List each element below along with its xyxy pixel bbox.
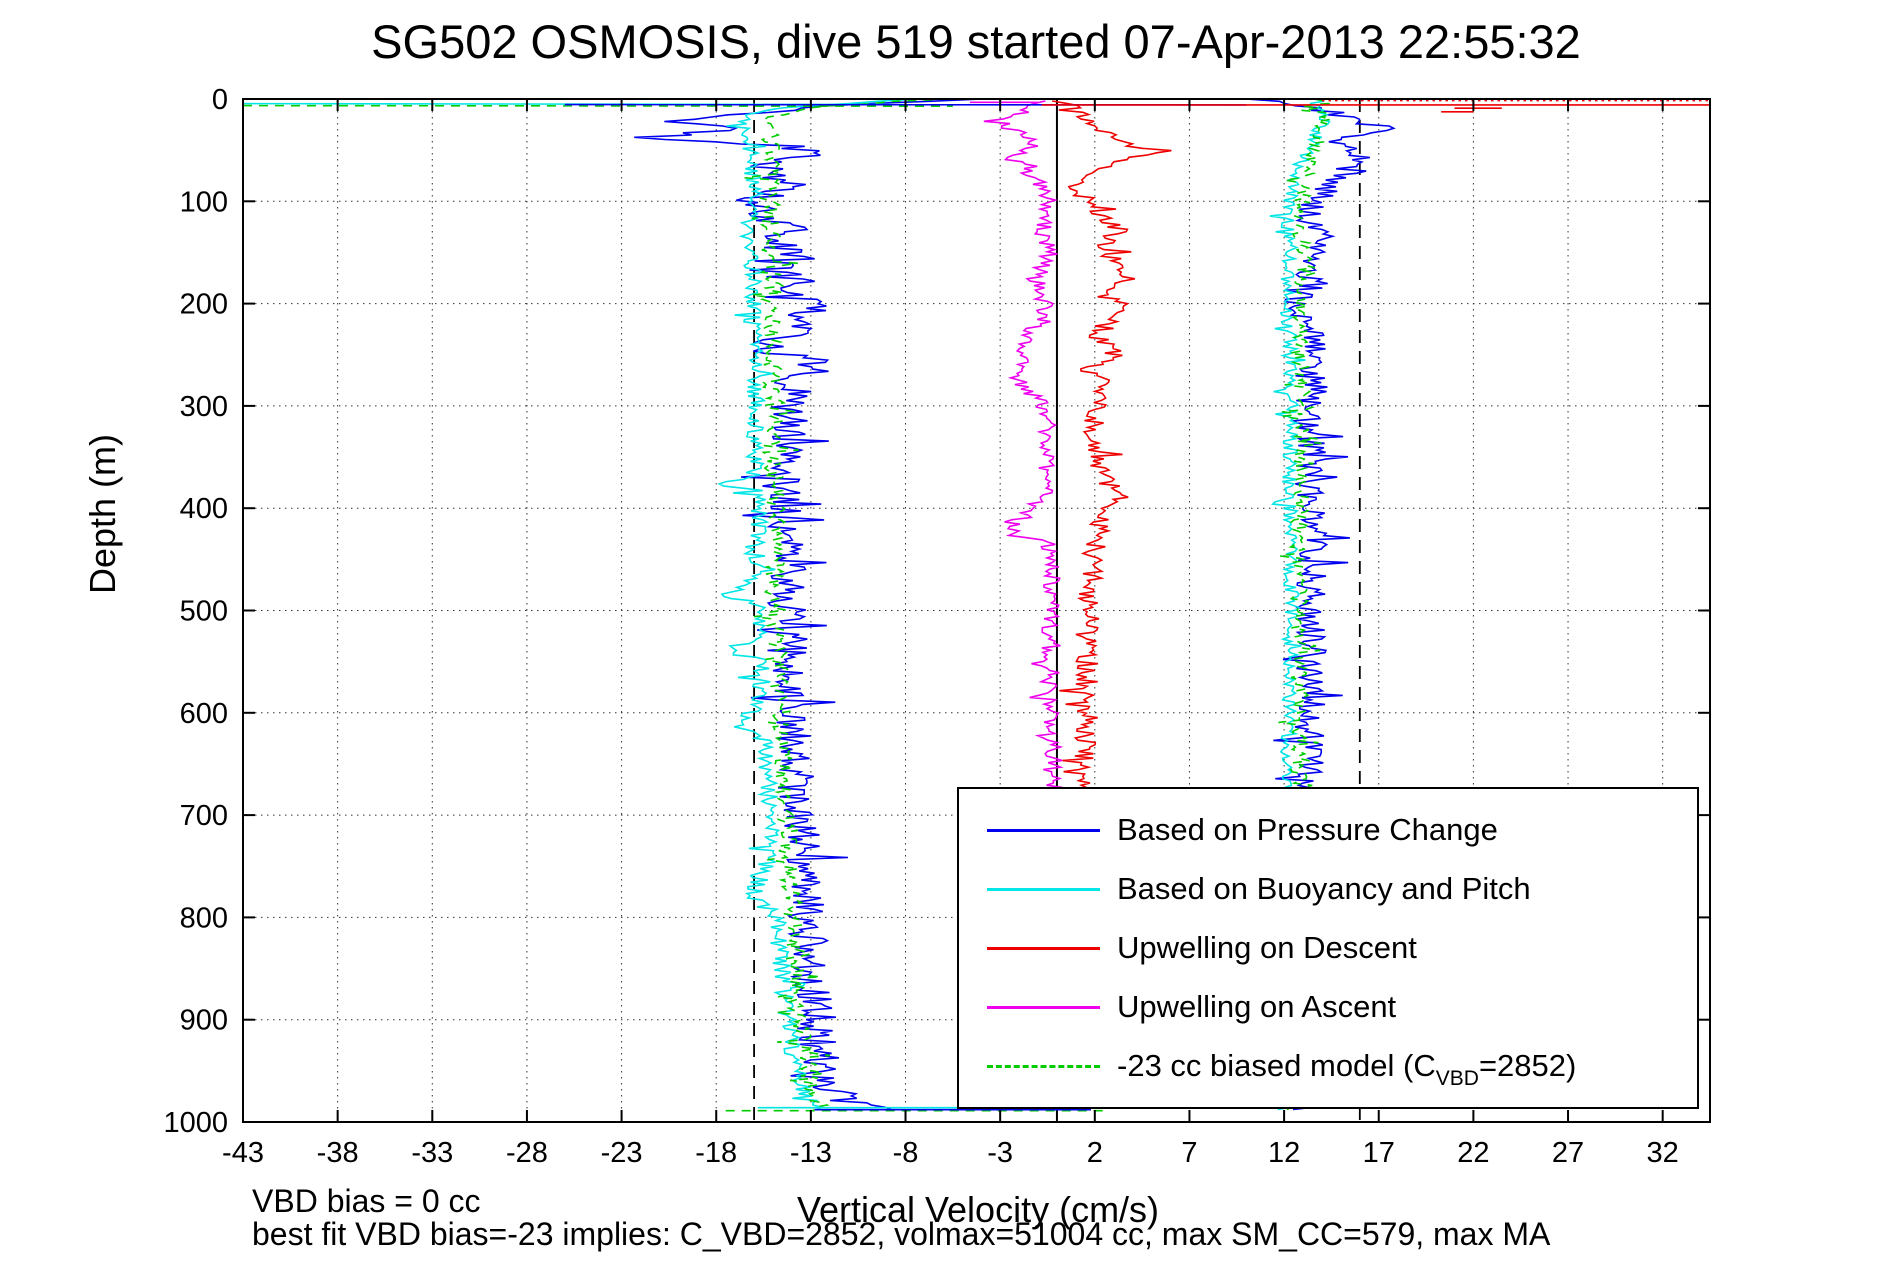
- legend-item-upwelling-descent: Upwelling on Descent: [959, 930, 1697, 966]
- svg-text:-33: -33: [411, 1137, 453, 1169]
- svg-text:-13: -13: [790, 1137, 832, 1169]
- y-axis-label: Depth (m): [82, 434, 123, 594]
- legend-item-buoyancy: Based on Buoyancy and Pitch: [959, 871, 1697, 907]
- svg-text:-3: -3: [987, 1137, 1013, 1169]
- legend-label: -23 cc biased model (CVBD=2852): [1117, 1048, 1577, 1090]
- svg-text:100: 100: [180, 186, 228, 218]
- legend-label: Based on Buoyancy and Pitch: [1117, 871, 1531, 906]
- legend-item-pressure: Based on Pressure Change: [959, 812, 1697, 848]
- legend-label: Based on Pressure Change: [1117, 812, 1498, 847]
- svg-text:-38: -38: [317, 1137, 359, 1169]
- svg-text:-18: -18: [695, 1137, 737, 1169]
- svg-text:500: 500: [180, 596, 228, 628]
- svg-text:17: 17: [1363, 1137, 1395, 1169]
- svg-text:300: 300: [180, 391, 228, 423]
- svg-text:-28: -28: [506, 1137, 548, 1169]
- legend-line-sample-blue: [987, 828, 1100, 832]
- svg-text:1000: 1000: [163, 1107, 228, 1139]
- svg-text:200: 200: [180, 289, 228, 321]
- legend-label: Upwelling on Descent: [1117, 930, 1417, 965]
- legend-line-sample-green-dashed: [987, 1064, 1100, 1068]
- svg-text:-8: -8: [893, 1137, 919, 1169]
- svg-text:600: 600: [180, 698, 228, 730]
- legend-line-sample-red: [987, 946, 1100, 950]
- legend: Based on Pressure Change Based on Buoyan…: [957, 787, 1699, 1109]
- legend-item-upwelling-ascent: Upwelling on Ascent: [959, 989, 1697, 1025]
- legend-label: Upwelling on Ascent: [1117, 989, 1397, 1024]
- axes-box: [242, 98, 1711, 1123]
- svg-text:-23: -23: [601, 1137, 643, 1169]
- vbd-bias-annotation: VBD bias = 0 cc: [252, 1183, 481, 1219]
- svg-text:-43: -43: [222, 1137, 264, 1169]
- svg-text:27: 27: [1552, 1137, 1584, 1169]
- svg-text:7: 7: [1181, 1137, 1197, 1169]
- svg-text:0: 0: [212, 84, 228, 116]
- plot-title: SG502 OSMOSIS, dive 519 started 07-Apr-2…: [371, 15, 1581, 68]
- svg-text:700: 700: [180, 800, 228, 832]
- svg-text:12: 12: [1268, 1137, 1300, 1169]
- svg-text:400: 400: [180, 493, 228, 525]
- svg-text:800: 800: [180, 902, 228, 934]
- legend-line-sample-cyan: [987, 887, 1100, 891]
- svg-text:32: 32: [1647, 1137, 1679, 1169]
- tick-labels: -43 -38 -33 -28 -23 -18 -13 -8 -3 2 7 12 17 22 27 32010…: [163, 84, 1678, 1169]
- legend-item-biased-model: -23 cc biased model (CVBD=2852): [959, 1048, 1697, 1090]
- svg-text:900: 900: [180, 1005, 228, 1037]
- legend-line-sample-magenta: [987, 1005, 1100, 1009]
- svg-text:2: 2: [1087, 1137, 1103, 1169]
- svg-text:22: 22: [1457, 1137, 1489, 1169]
- x-axis-label: Vertical Velocity (cm/s): [797, 1189, 1159, 1230]
- best-fit-annotation: best fit VBD bias=-23 implies: C_VBD=285…: [252, 1216, 1551, 1252]
- legend-label-subscript: VBD: [1435, 1067, 1479, 1090]
